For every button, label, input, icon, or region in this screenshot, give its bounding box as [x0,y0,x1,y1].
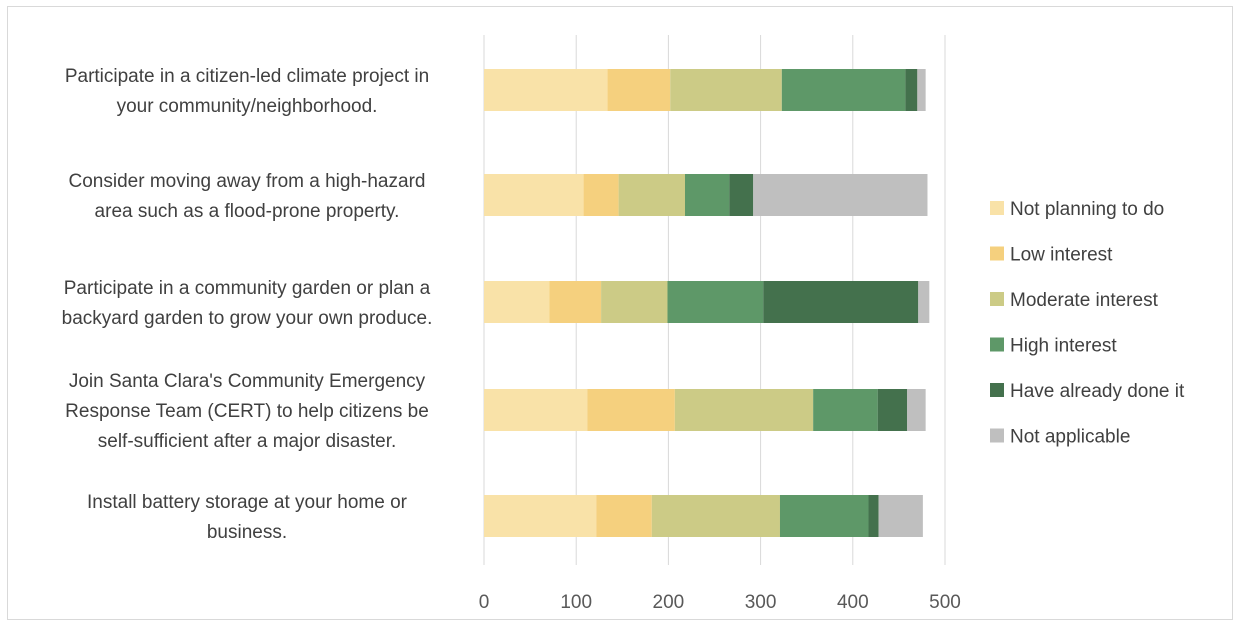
legend-swatch [990,383,1004,397]
bar-segment [753,174,928,216]
bar-segment [674,389,814,431]
legend-label: Not planning to do [1010,199,1164,220]
legend-swatch [990,292,1004,306]
bar-segment [918,281,930,323]
bar-segment [763,281,919,323]
x-axis-ticks: 0 100 200 300 400 500 [479,592,961,613]
category-label-line: backyard garden to grow your own produce… [62,308,433,329]
legend-swatch [990,337,1004,352]
category-label-line: self-sufficient after a major disaster. [98,431,397,452]
bar-segment [651,495,780,537]
bar-segment [484,69,608,111]
category-label: Consider moving away from a high-hazard a… [69,171,426,222]
bar-segment [484,389,588,431]
bar-segment [729,174,754,216]
category-label: Participate in a community garden or pla… [62,278,433,329]
category-label-line: your community/neighborhood. [117,96,378,117]
bar-segment [484,281,550,323]
x-tick-label: 400 [837,592,869,613]
x-tick-label: 0 [479,592,490,613]
x-tick-label: 200 [653,592,685,613]
category-label-line: Consider moving away from a high-hazard [69,171,426,192]
bar-segment [587,389,675,431]
bar-segment [607,69,671,111]
bar-segment [583,174,619,216]
x-tick-label: 100 [560,592,592,613]
x-tick-label: 500 [929,592,961,613]
bar-segment [917,69,926,111]
bar-segment [684,174,730,216]
category-label-line: business. [207,522,287,543]
bar-segment [781,69,906,111]
bar-segment [905,69,918,111]
bar-segment [484,495,597,537]
bar-segment [618,174,685,216]
bar-segment [596,495,652,537]
legend-label: Moderate interest [1010,290,1159,311]
bar-segment [667,281,764,323]
legend-swatch [990,246,1004,261]
bar-segment [878,495,923,537]
category-label: Install battery storage at your home or b… [87,492,408,543]
bar-segment [549,281,602,323]
bar-segment [813,389,878,431]
category-label-line: Response Team (CERT) to help citizens be [65,401,429,422]
category-label: Participate in a citizen-led climate pro… [65,66,429,117]
legend: Not planning to do Low interest Moderate i… [990,199,1185,448]
category-label-line: Join Santa Clara's Community Emergency [69,371,426,392]
category-label-line: area such as a flood-prone property. [95,201,400,222]
bar-segment [907,389,926,431]
bars [484,69,930,537]
legend-label: Not applicable [1010,427,1130,448]
category-label: Join Santa Clara's Community Emergency Re… [65,371,429,452]
bar-segment [877,389,908,431]
bar-segment [779,495,869,537]
bar-segment [601,281,668,323]
category-label-line: Install battery storage at your home or [87,492,408,513]
category-label-line: Participate in a community garden or pla… [64,278,431,299]
bar-segment [868,495,879,537]
category-labels: Participate in a citizen-led climate pro… [62,66,433,543]
legend-swatch [990,428,1004,443]
category-label-line: Participate in a citizen-led climate pro… [65,66,429,87]
bar-segment [484,174,584,216]
x-tick-label: 300 [745,592,777,613]
bar-segment [670,69,782,111]
legend-label: Have already done it [1010,381,1185,402]
legend-label: High interest [1010,336,1117,357]
legend-label: Low interest [1010,245,1113,266]
legend-swatch [990,201,1004,215]
